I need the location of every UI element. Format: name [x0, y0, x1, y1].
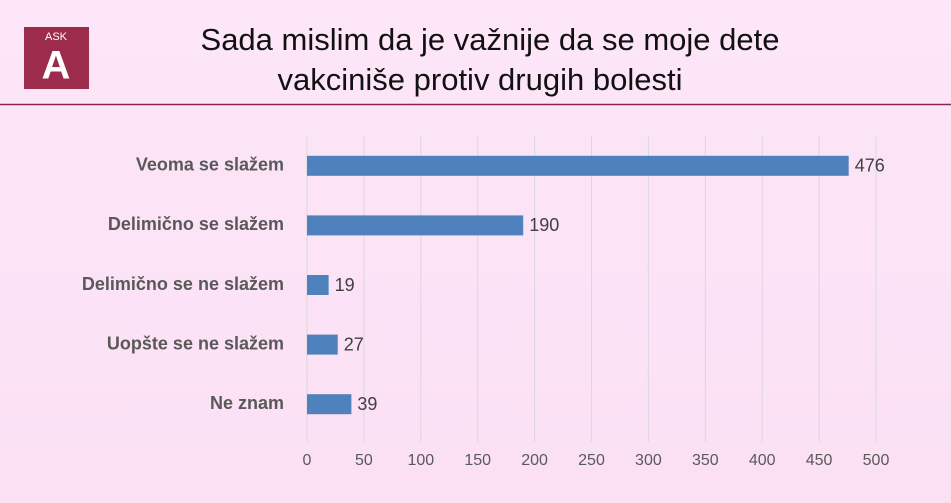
- x-tick-label: 0: [303, 452, 312, 469]
- logo-box: [24, 27, 89, 89]
- chart-title: vakciniše protiv drugih bolesti: [278, 62, 683, 97]
- bar: [307, 215, 524, 236]
- x-tick-label: 50: [355, 452, 373, 469]
- logo-text: ASK: [45, 31, 68, 43]
- value-label: 190: [529, 215, 559, 235]
- chart-title: Sada mislim da je važnije da se moje det…: [201, 22, 780, 57]
- x-tick-label: 350: [692, 452, 719, 469]
- x-tick-label: 150: [464, 452, 491, 469]
- bar: [307, 334, 338, 355]
- logo: ASK A: [24, 27, 89, 89]
- bar: [307, 394, 352, 415]
- x-tick-label: 250: [578, 452, 605, 469]
- y-tick-label: Delimično se ne slažem: [82, 274, 284, 294]
- y-tick-label: Ne znam: [210, 393, 284, 413]
- bar: [307, 155, 849, 176]
- x-tick-label: 200: [521, 452, 548, 469]
- bar: [307, 275, 329, 295]
- value-label: 27: [344, 334, 364, 354]
- x-tick-label: 450: [806, 452, 833, 469]
- value-label: 19: [335, 275, 355, 295]
- y-tick-label: Veoma se slažem: [136, 155, 284, 175]
- logo-letter: A: [42, 44, 71, 88]
- value-label: 39: [357, 394, 377, 414]
- y-tick-label: Delimično se slažem: [108, 214, 284, 234]
- value-label: 476: [855, 156, 885, 176]
- x-tick-label: 500: [863, 452, 890, 469]
- x-tick-label: 100: [407, 452, 434, 469]
- x-tick-label: 400: [749, 452, 776, 469]
- x-tick-label: 300: [635, 452, 662, 469]
- y-tick-label: Uopšte se ne slažem: [107, 333, 284, 353]
